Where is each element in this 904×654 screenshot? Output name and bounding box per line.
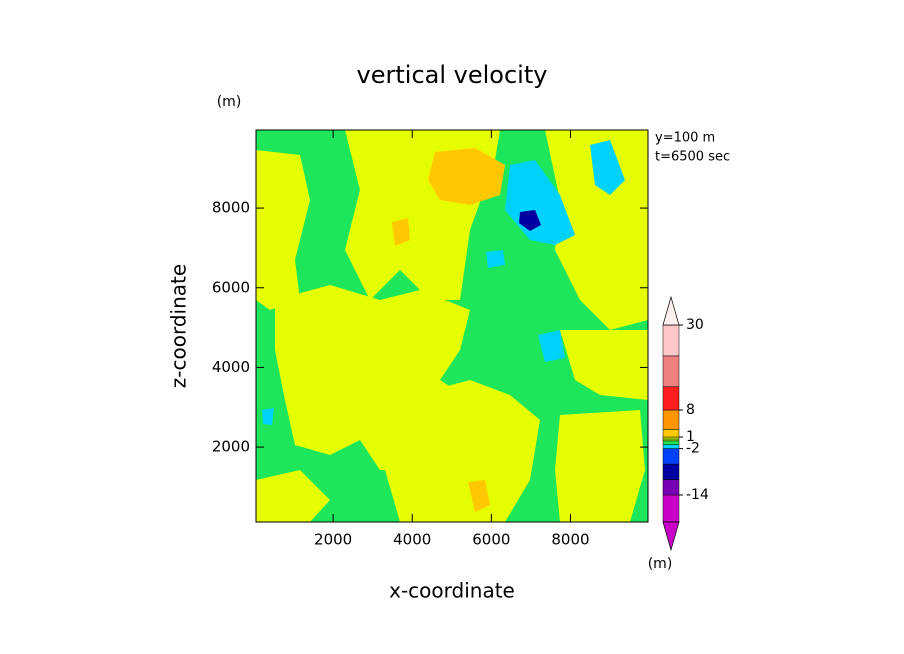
y-axis-label: z-coordinate [167,264,191,388]
contour-region [256,150,310,310]
colorbar-tick-label: -14 [686,487,709,503]
colorbar-tick-label: 30 [686,317,704,333]
colorbar-under [662,521,680,552]
contour-region [428,148,505,205]
colorbar: 30 8 1-2 -14 [662,295,709,552]
contour-field [256,130,648,522]
colorbar-segment [662,479,680,496]
chart-title: vertical velocity [357,61,548,89]
colorbar-segment [662,438,680,442]
colorbar-segment [662,440,680,445]
x-tick-label: 6000 [472,531,510,549]
colorbar-segment [662,463,680,480]
x-tick-label: 8000 [551,531,589,549]
contour-region [385,380,540,522]
contour-region [392,218,410,246]
contour-region [560,330,648,400]
annotation: t=6500 sec [655,150,730,165]
colorbar-segment [662,409,680,430]
x-tick-label: 2000 [314,531,352,549]
y-unit: (m) [217,94,242,110]
colorbar-segment [662,324,680,357]
y-tick-label: 6000 [212,278,250,296]
plot-frame [255,129,649,523]
y-tick-label: 4000 [212,358,250,376]
y-tick-label: 8000 [212,199,250,217]
contour-region [538,330,565,362]
colorbar-segment [662,494,680,523]
contour-region [262,408,274,425]
contour-region [519,210,541,231]
contour-region [555,410,645,522]
colorbar-over [662,295,680,326]
contour-region [486,250,505,268]
x-axis-label: x-coordinate [389,579,515,603]
colorbar-segment [662,355,680,388]
colorbar-tick-label: -2 [686,441,700,457]
colorbar-segment [662,436,680,440]
colorbar-unit: (m) [648,556,673,572]
contour-region [256,470,330,522]
colorbar-tick-label: 8 [686,402,695,418]
annotation: y=100 m [655,131,715,146]
contour-region [590,140,625,195]
colorbar-segment [662,444,680,449]
colorbar-segment [662,386,680,411]
x-tick-label: 4000 [393,531,431,549]
colorbar-tick-label: 1 [686,429,695,445]
colorbar-segment [662,429,680,438]
contour-region [468,480,490,512]
colorbar-segment [662,448,680,465]
y-tick-label: 2000 [212,438,250,456]
